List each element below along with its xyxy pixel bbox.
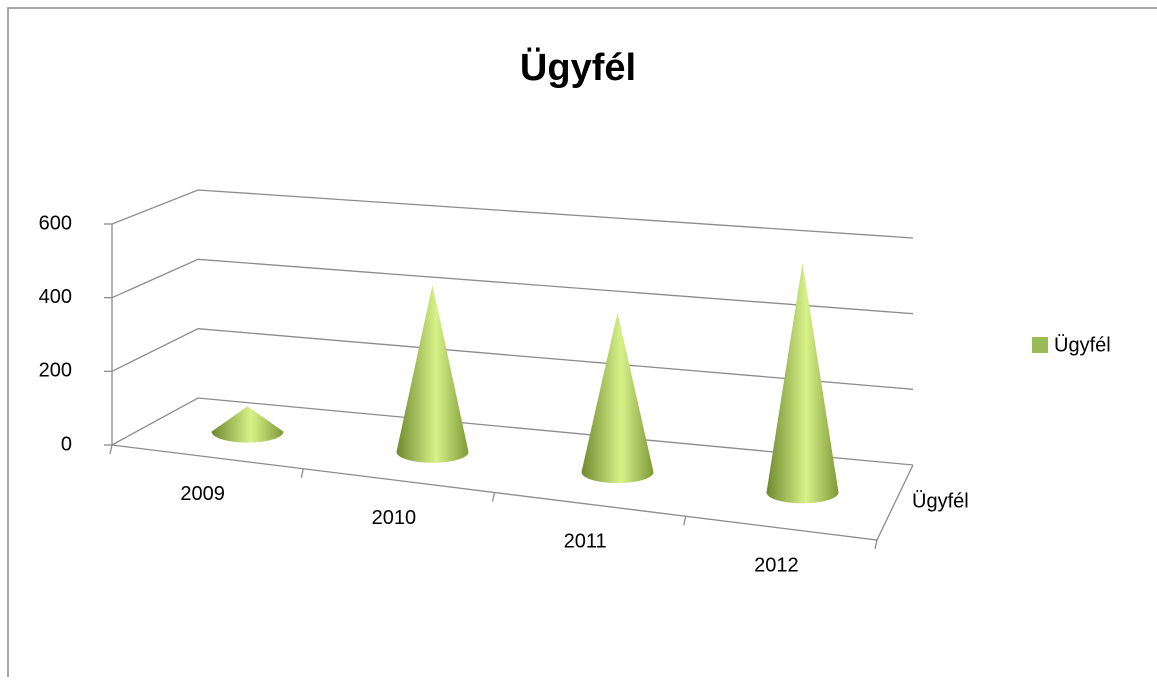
- x-tick: [874, 539, 878, 550]
- y-tick-label: 600: [39, 212, 72, 234]
- cone: [211, 406, 284, 443]
- chart-frame: [7, 7, 1157, 677]
- x-tick-label: 2010: [372, 507, 417, 529]
- x-tick: [683, 516, 687, 526]
- depth-axis-label: Ügyfél: [912, 490, 969, 512]
- x-tick: [109, 444, 113, 455]
- x-tick: [491, 492, 496, 502]
- cone-body: [211, 406, 284, 443]
- cone: [396, 284, 469, 463]
- cone-body: [766, 262, 839, 504]
- x-tick-label: 2011: [564, 531, 607, 553]
- grid-line: [111, 189, 914, 239]
- y-tick-label: 0: [61, 433, 72, 455]
- cone: [581, 312, 654, 484]
- y-tick-label: 400: [39, 286, 72, 308]
- cone: [766, 262, 839, 504]
- grid-line: [111, 397, 914, 466]
- legend-swatch: [1032, 337, 1048, 353]
- grid-line: [111, 328, 914, 390]
- y-tick-label: 200: [39, 360, 72, 382]
- cone-body: [581, 312, 654, 484]
- grid-line: [111, 258, 914, 315]
- cone-body: [396, 284, 469, 463]
- chart-title: Ügyfél: [520, 46, 636, 89]
- x-tick: [300, 468, 304, 478]
- legend-label: Ügyfél: [1054, 334, 1111, 356]
- x-tick-label: 2009: [180, 483, 225, 505]
- x-tick-label: 2012: [754, 554, 799, 576]
